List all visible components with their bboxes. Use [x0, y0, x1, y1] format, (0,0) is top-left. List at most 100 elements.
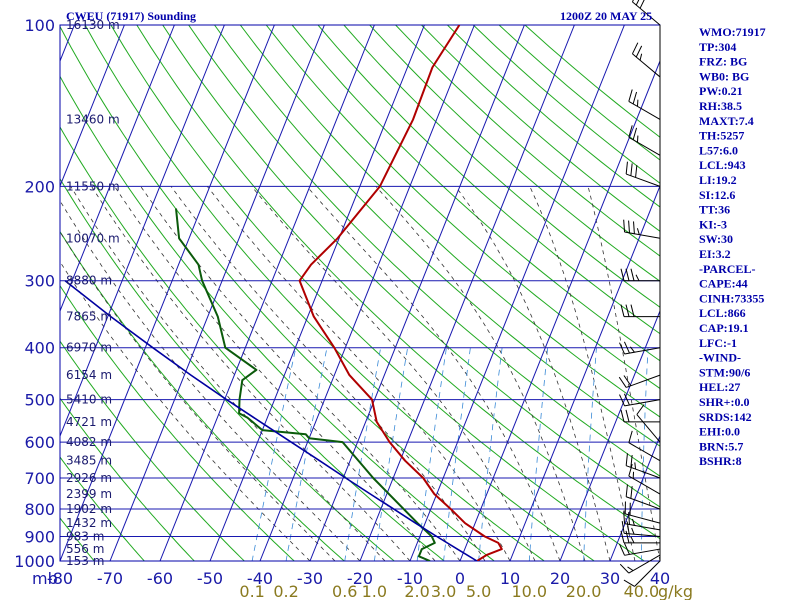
wind-barb: [620, 530, 660, 544]
wind-barb: [618, 374, 661, 388]
dry-adiabat: [60, 284, 296, 561]
wind-barb: [636, 404, 661, 443]
height-label: 1902 m: [66, 502, 112, 516]
moist-adiabat: [60, 261, 311, 561]
height-label: 2399 m: [66, 487, 112, 501]
wind-barb: [619, 554, 661, 574]
sounding-index: BSHR:8: [699, 454, 742, 468]
pressure-tick-label: 700: [24, 469, 55, 488]
isotherm: [459, 59, 660, 561]
wind-barb: [625, 484, 661, 510]
mixing-ratio-tick-label: 2.0: [404, 582, 429, 600]
temperature-tick-label: -60: [147, 569, 173, 588]
wind-barb: [623, 219, 661, 239]
mixing-ratio-tick-label: 0.1: [239, 582, 264, 600]
moist-adiabat: [70, 186, 386, 561]
height-label: 11550 m: [66, 179, 120, 193]
mixing-ratio-tick-label: 0.2: [273, 582, 298, 600]
wind-barb: [623, 511, 661, 531]
wind-barb: [631, 42, 661, 78]
moist-adiabat: [60, 200, 361, 561]
temperature-tick-label: -30: [297, 569, 323, 588]
mixing-ratio-line: [443, 347, 471, 561]
height-label: 153 m: [66, 554, 104, 568]
pressure-tick-label: 600: [24, 433, 55, 452]
height-label: 16130 m: [66, 18, 120, 32]
mixing-ratio-tick-label: 3.0: [431, 582, 456, 600]
dry-adiabat: [60, 126, 446, 561]
pressure-tick-label: 500: [24, 391, 55, 410]
dry-adiabat: [214, 25, 660, 447]
sounding-index: TH:5257: [699, 129, 744, 143]
mixing-ratio-line: [478, 347, 503, 561]
dry-adiabat: [317, 25, 660, 335]
temperature-tick-label: 40: [650, 569, 670, 588]
height-label: 983 m: [66, 529, 104, 543]
mixing-ratio-tick-label: 5.0: [466, 582, 491, 600]
height-label: 3485 m: [66, 454, 112, 468]
pressure-tick-label: 200: [24, 177, 55, 196]
dry-adiabat: [60, 75, 496, 561]
mixing-ratio-line: [641, 347, 649, 561]
pressure-tick-label: 800: [24, 500, 55, 519]
isotherm: [259, 25, 475, 561]
wind-barb: [621, 521, 661, 537]
wind-barb: [624, 501, 661, 524]
pressure-tick-label: 100: [24, 16, 55, 35]
temperature-tick-label: 30: [600, 569, 620, 588]
dry-adiabat: [60, 397, 195, 561]
wind-barb: [628, 89, 661, 120]
sounding-index: BRN:5.7: [699, 439, 743, 453]
mixing-ratio-tick-label: 10.0: [511, 582, 547, 600]
mixing-ratio-line: [528, 347, 549, 561]
sounding-index: CINH:73355: [699, 291, 764, 305]
dry-adiabat: [395, 25, 660, 257]
pressure-tick-label: 900: [24, 527, 55, 546]
temperature-tick-label: -40: [247, 569, 273, 588]
wind-barb: [620, 409, 660, 423]
sounding-index: EHI:0.0: [699, 425, 740, 439]
dry-adiabat: [84, 25, 596, 561]
sounding-index: HEL:27: [699, 380, 740, 394]
sounding-index: RH:38.5: [699, 99, 742, 113]
sounding-index: TT:36: [699, 203, 730, 217]
temperature-tick-label: -70: [97, 569, 123, 588]
dry-adiabat: [343, 25, 660, 308]
isotherm: [60, 25, 275, 561]
sounding-index: WB0: BG: [699, 69, 749, 83]
height-label: 13460 m: [66, 112, 120, 126]
temperature-tick-label: 0: [455, 569, 465, 588]
dry-adiabat: [60, 177, 396, 561]
sounding-index: FRZ: BG: [699, 55, 747, 69]
sounding-index: SRDS:142: [699, 410, 752, 424]
mixing-ratio-line: [416, 347, 447, 561]
dry-adiabat: [110, 25, 646, 561]
temperature-tick-label: 10: [500, 569, 520, 588]
wind-barb: [628, 464, 661, 495]
temperature-tick-label: -10: [397, 569, 423, 588]
sounding-index: TP:304: [699, 40, 736, 54]
pressure-tick-label: 1000: [14, 552, 55, 571]
height-label: 6154 m: [66, 368, 112, 382]
sounding-index: WMO:71917: [699, 25, 766, 39]
isotherm: [109, 25, 325, 561]
moist-adiabat: [170, 186, 486, 561]
isotherm: [359, 25, 575, 561]
sounding-index: PW:0.21: [699, 84, 743, 98]
isotherm: [60, 25, 225, 438]
height-label: 10070 m: [66, 231, 120, 245]
sounding-index: SHR+:0.0: [699, 395, 750, 409]
height-label: 7865 m: [66, 310, 112, 324]
dewpoint-profile: [175, 208, 436, 561]
sounding-index: LI:19.2: [699, 173, 737, 187]
isotherm: [159, 25, 375, 561]
isotherm: [60, 25, 175, 313]
height-label: 6970 m: [66, 341, 112, 355]
dry-adiabat: [369, 25, 660, 282]
station-title: CWEU (71917) Sounding: [66, 9, 196, 23]
mixing-ratio-tick-label: 1.0: [362, 582, 387, 600]
mixing-ratio-unit: g/kg: [658, 582, 693, 600]
height-label: 4721 m: [66, 415, 112, 429]
wind-barb: [625, 453, 661, 479]
